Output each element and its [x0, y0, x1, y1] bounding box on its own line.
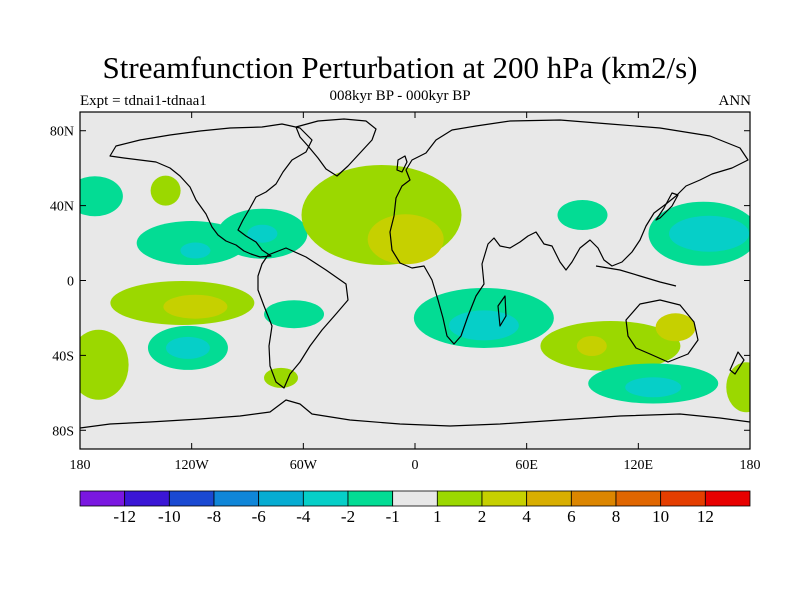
lat-tick-label: 40S: [52, 349, 74, 364]
lat-tick-label: 40N: [50, 200, 74, 215]
colorbar-label: -1: [385, 507, 400, 526]
chart-title: Streamfunction Perturbation at 200 hPa (…: [102, 50, 698, 85]
anomaly-region: [557, 199, 608, 230]
anomaly-region: [264, 300, 325, 329]
lon-tick-label: 180: [70, 458, 91, 473]
lon-tick-label: 180: [740, 458, 761, 473]
lat-tick-label: 0: [67, 275, 74, 290]
colorbar-swatch: [302, 490, 349, 507]
anomaly-region: [655, 313, 696, 342]
anomaly-region: [576, 336, 607, 357]
colorbar-label: -12: [113, 507, 136, 526]
anomaly-region: [367, 214, 444, 265]
colorbar-swatch: [704, 490, 751, 507]
lat-tick-label: 80N: [50, 125, 74, 140]
colorbar-swatch: [615, 490, 662, 507]
coastline-uk: [396, 155, 408, 173]
colorbar-label: -8: [206, 507, 222, 526]
colorbar-label: 4: [522, 507, 531, 526]
season-label: ANN: [718, 93, 752, 109]
experiment-label: Expt = tdnai1-tdnaa1: [80, 93, 207, 109]
coastline-south-america: [257, 247, 349, 389]
anomaly-region: [247, 224, 278, 243]
colorbar-swatch: [436, 490, 483, 507]
colorbar-label: 10: [652, 507, 670, 526]
colorbar-label: 2: [477, 507, 487, 526]
anomaly-region: [540, 321, 681, 372]
lon-tick-label: 120E: [624, 458, 654, 473]
colorbar-swatch: [124, 490, 170, 507]
lon-tick-label: 0: [412, 458, 419, 473]
coastline-eurasia-africa: [389, 119, 749, 345]
coastline-madagascar: [497, 295, 507, 327]
coastline-indonesia: [595, 265, 677, 287]
colorbar-label: -2: [340, 507, 356, 526]
anomaly-region: [163, 294, 228, 319]
colorbar-label: -4: [296, 507, 311, 526]
anomaly-region: [625, 377, 682, 398]
anomaly-region: [669, 215, 750, 252]
anomaly-region: [80, 329, 129, 400]
colorbar-label: -10: [157, 507, 181, 526]
coastline-new-zealand: [729, 351, 745, 375]
lon-tick-label: 60E: [515, 458, 538, 473]
lon-tick-label: 120W: [175, 458, 210, 473]
colorbar-swatch: [481, 490, 528, 507]
coastline-antarctica: [80, 399, 750, 429]
anomaly-region: [150, 175, 181, 206]
colorbar-label: 12: [696, 507, 714, 526]
lon-tick-label: 60W: [290, 458, 318, 473]
coastline-australia: [625, 299, 699, 363]
colorbar-swatch: [347, 490, 394, 507]
colorbar-swatch: [526, 490, 572, 507]
colorbar-swatch: [79, 490, 126, 507]
coastline-greenland: [295, 118, 377, 177]
lat-tick-label: 80S: [52, 424, 74, 439]
anomaly-region: [165, 336, 210, 359]
coastline-north-america: [109, 123, 313, 258]
longitude-axis: 180 120W 60W 0 60E 120E 180: [70, 112, 761, 473]
colorbar-label: 8: [611, 507, 621, 526]
colorbar-label: 6: [567, 507, 576, 526]
anomaly-region: [448, 310, 519, 341]
coastline-layer: [80, 118, 750, 429]
anomaly-region: [80, 176, 123, 217]
colorbar: [79, 490, 751, 507]
colorbar-swatch: [570, 490, 617, 507]
anomaly-region: [180, 242, 211, 259]
anomaly-layer: [80, 164, 750, 413]
chart-subtitle: 008kyr BP - 000kyr BP: [329, 88, 471, 104]
colorbar-swatch: [660, 490, 706, 507]
anomaly-region: [726, 362, 750, 413]
coastline-japan: [655, 192, 679, 221]
colorbar-label: 1: [433, 507, 442, 526]
colorbar-label: -6: [251, 507, 266, 526]
colorbar-swatch: [213, 490, 260, 507]
latitude-axis: 80N 40N 0 40S 80S: [50, 125, 750, 439]
colorbar-swatch: [168, 490, 215, 507]
colorbar-swatch: [392, 490, 438, 507]
colorbar-swatch: [258, 490, 304, 507]
